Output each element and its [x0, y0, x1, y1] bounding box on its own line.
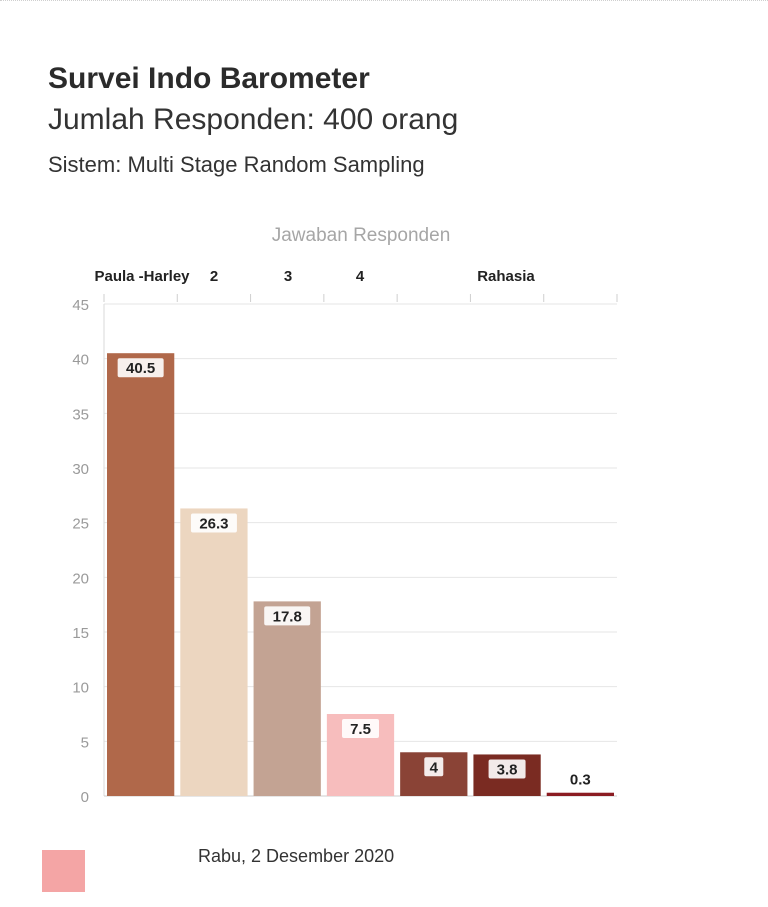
data-label-bg: [424, 757, 444, 777]
top-axis-label: 3: [284, 268, 292, 285]
bar-chart: Jawaban Responden 0 5 10 15 20 25 30 35 40 45 Pau…: [72, 225, 618, 806]
data-labels: 40.5 26.3 17.8 7.5 4 3.8 0.3: [117, 358, 591, 789]
bars: [107, 353, 614, 796]
bar: [546, 792, 614, 796]
chart-title: Jawaban Responden: [272, 225, 451, 246]
y-tick-label: 5: [81, 734, 89, 751]
data-label: 7.5: [350, 721, 371, 738]
data-label: 3.8: [497, 761, 518, 778]
y-tick-label: 30: [72, 461, 89, 478]
data-label: 26.3: [199, 515, 228, 532]
top-axis-label: 4: [356, 268, 365, 285]
bar: [107, 353, 175, 796]
top-axis-label: Paula -Harley: [94, 268, 190, 285]
y-tick-label: 15: [72, 625, 89, 642]
bar: [180, 508, 248, 796]
y-tick-label: 40: [72, 352, 89, 369]
data-label: 17.8: [273, 608, 302, 625]
data-label-bg: [488, 759, 526, 779]
chart-main-title: Survei Indo Barometer: [48, 62, 370, 95]
y-tick-label: 0: [81, 789, 89, 806]
top-dotted-border: [0, 0, 768, 5]
legend-swatch: [42, 850, 85, 892]
y-axis-ticks: 0 5 10 15 20 25 30 35 40 45: [72, 297, 89, 806]
footer-date: Rabu, 2 Desember 2020: [198, 846, 395, 866]
data-label: 40.5: [126, 360, 155, 377]
data-label-bg: [264, 606, 311, 626]
y-tick-label: 35: [72, 406, 89, 423]
bar: [253, 601, 321, 796]
data-label-bg: [117, 358, 164, 378]
chart-subtitle: Jumlah Responden: 400 orang: [48, 103, 459, 136]
y-tick-label: 45: [72, 297, 89, 314]
data-label-bg: [342, 719, 379, 738]
sampling-method: Sistem: Multi Stage Random Sampling: [48, 152, 425, 177]
y-tick-label: 20: [72, 570, 89, 587]
top-axis: Paula -Harley 2 3 4 Rahasia: [94, 268, 618, 302]
data-label: 0.3: [570, 772, 591, 789]
y-tick-label: 25: [72, 516, 89, 533]
top-axis-label: Rahasia: [477, 268, 535, 285]
data-label-bg: [190, 513, 237, 533]
top-axis-label: 2: [210, 268, 218, 285]
y-tick-label: 10: [72, 680, 89, 697]
data-label: 4: [430, 759, 439, 776]
